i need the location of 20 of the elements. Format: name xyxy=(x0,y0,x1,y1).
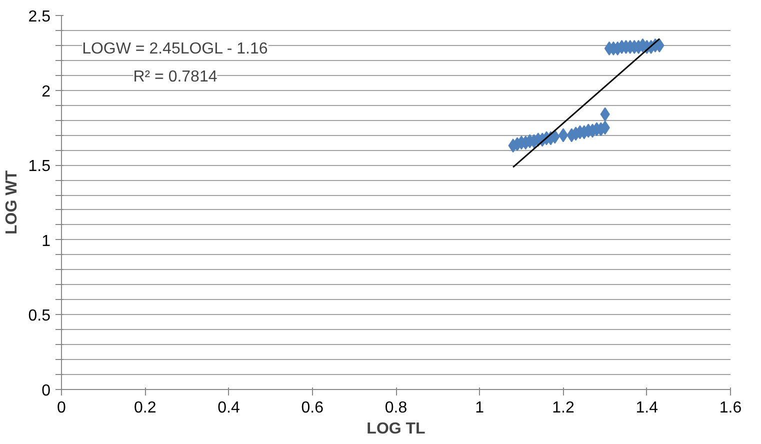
y-tick-label: 0.5 xyxy=(28,308,51,325)
x-tick-label: 0.8 xyxy=(384,400,408,416)
point xyxy=(558,128,568,142)
x-tick-label: 0.4 xyxy=(218,400,240,416)
annotation: R² = 0.7814 xyxy=(133,68,218,86)
y-tick-label: 2 xyxy=(42,83,51,100)
x-axis-title: LOG TL xyxy=(366,420,426,438)
y-tick-label: 1 xyxy=(42,232,51,250)
x-tick-label: 1.6 xyxy=(719,400,742,416)
y-axis-title: LOG WT xyxy=(3,170,20,234)
y-tick-label: 2.5 xyxy=(28,8,51,26)
y-tick-label: 1.5 xyxy=(28,158,51,176)
x-tick-label: 0.6 xyxy=(301,400,324,416)
annotation: LOGW = 2.45LOGL - 1.16 xyxy=(82,40,268,58)
x-tick-label: 1 xyxy=(475,400,484,416)
x-tick-label: 0 xyxy=(57,400,66,416)
y-tick-label: 0 xyxy=(42,382,51,400)
x-tick-label: 1.4 xyxy=(636,400,658,416)
x-tick-label: 0.2 xyxy=(134,400,156,416)
x-tick-label: 1.2 xyxy=(552,400,574,416)
